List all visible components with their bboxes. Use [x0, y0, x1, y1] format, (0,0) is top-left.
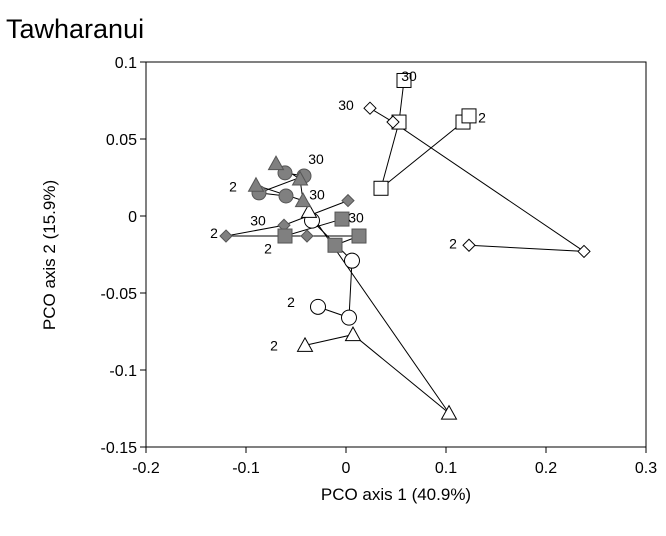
plot-frame [145, 61, 647, 448]
point-annotation-label: 30 [348, 210, 364, 226]
x-tick-label: -0.2 [132, 460, 160, 477]
data-point-square [461, 108, 477, 124]
point-annotation-label: 30 [250, 213, 266, 229]
point-annotation-label: 2 [270, 337, 278, 353]
data-point-triangle [247, 176, 265, 192]
point-annotations: 30 2 30 2 30 30 30 30 2 2 2 2 2 [210, 68, 486, 353]
data-point-diamond [462, 238, 476, 252]
data-point-triangle [267, 155, 285, 171]
y-tick-label: -0.05 [101, 286, 138, 303]
data-point-square [327, 237, 343, 253]
series-connector-line [380, 80, 470, 190]
y-tick-label: -0.1 [109, 363, 137, 380]
data-point-diamond [363, 101, 377, 115]
data-point-circle [344, 252, 360, 269]
data-point-square [396, 72, 412, 88]
y-tick-label: 0.1 [115, 55, 137, 72]
point-annotation-label: 30 [308, 151, 324, 167]
x-tick-label: 0.2 [535, 460, 557, 477]
data-point-triangle [291, 170, 309, 186]
series-connector-line [304, 211, 450, 414]
series-connector-line [258, 172, 306, 197]
axis-ticks: -0.2 -0.1 0 0.1 0.2 0.3 -0.15 -0.1 -0.05 0 0.05 0.1 [101, 55, 658, 477]
data-point-square [334, 211, 350, 227]
y-tick-label: 0.05 [106, 132, 137, 149]
data-point-diamond [341, 193, 355, 208]
point-annotation-label: 2 [287, 294, 295, 310]
connector-lines [225, 80, 586, 414]
data-point-square [277, 228, 293, 244]
data-point-triangle [300, 202, 318, 218]
point-annotation-label: 2 [449, 236, 457, 252]
y-axis-label: PCO axis 2 (15.9%) [40, 180, 59, 330]
x-tick-label: 0 [342, 460, 351, 477]
data-point-diamond [300, 229, 314, 243]
data-point-triangle [296, 336, 314, 352]
data-point-circle [341, 309, 357, 326]
data-point-square [351, 228, 367, 244]
y-tick-label: 0 [128, 209, 137, 226]
x-axis-label: PCO axis 1 (40.9%) [321, 485, 471, 504]
data-point-diamond [577, 244, 591, 259]
data-point-diamond [386, 115, 400, 129]
data-point-triangle [294, 192, 312, 208]
data-points [219, 72, 591, 420]
point-annotation-label: 2 [229, 179, 237, 195]
data-point-circle [310, 298, 326, 315]
data-point-triangle [440, 404, 458, 420]
data-point-circle [278, 188, 294, 204]
point-annotation-label: 30 [338, 97, 354, 113]
series-connector-line [369, 107, 586, 253]
series-connector-line [225, 200, 349, 237]
data-point-triangle [344, 326, 362, 342]
point-annotation-label: 2 [478, 109, 486, 125]
x-tick-label: -0.1 [232, 460, 260, 477]
y-tick-label: -0.15 [101, 440, 138, 457]
x-tick-label: 0.3 [635, 460, 657, 477]
point-annotation-label: 2 [210, 225, 218, 241]
data-point-square [373, 180, 389, 196]
data-point-diamond [219, 229, 233, 243]
x-tick-label: 0.1 [435, 460, 457, 477]
point-annotation-label: 30 [309, 186, 325, 202]
chart-title: Tawharanui [6, 14, 144, 44]
point-annotation-label: 2 [264, 240, 272, 256]
point-annotation-label: 30 [401, 68, 417, 84]
